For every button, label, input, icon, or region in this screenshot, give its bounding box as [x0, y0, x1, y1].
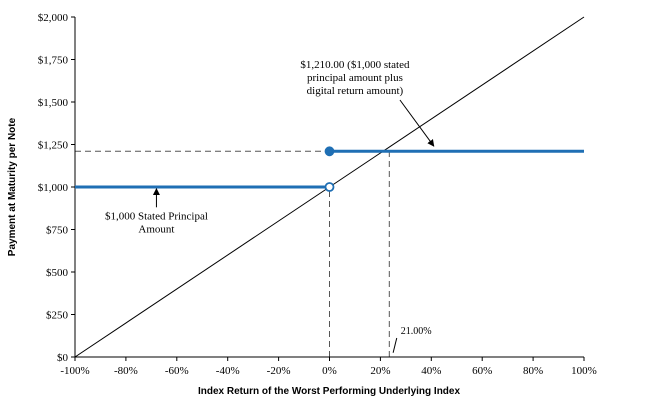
- annotation-text-line: 21.00%: [401, 326, 432, 337]
- reference-lines: [75, 150, 390, 357]
- x-tick-label: 0%: [322, 365, 337, 377]
- x-axis-title: Index Return of the Worst Performing Und…: [198, 386, 460, 397]
- y-tick-label: $500: [46, 267, 69, 279]
- annotation-text-line: principal amount plus: [307, 72, 403, 84]
- y-tick-label: $250: [46, 310, 69, 322]
- axes: [71, 16, 585, 361]
- x-tick-label: 100%: [571, 365, 597, 377]
- annotation-text-line: Amount: [138, 223, 174, 235]
- tick-labels: $0 $250 $500 $750 $1,000 $1,250 $1,500 $1,750 $2…: [38, 12, 597, 377]
- y-tick-label: $2,000: [38, 12, 69, 24]
- y-tick-label: $1,750: [38, 55, 69, 67]
- y-tick-label: $750: [46, 225, 69, 237]
- filled-circle-marker: [324, 146, 335, 157]
- annotation-text-line: $1,000 Stated Principal: [105, 210, 208, 222]
- x-tick-label: -60%: [165, 365, 189, 377]
- x-tick-label: 40%: [421, 365, 441, 377]
- x-tick-label: -100%: [60, 365, 89, 377]
- y-tick-label: $0: [57, 352, 69, 364]
- markers: [324, 146, 335, 192]
- annotation-arrow: [392, 337, 398, 353]
- annotation-arrow: [399, 99, 435, 147]
- y-tick-label: $1,000: [38, 182, 69, 194]
- y-axis-title: Payment at Maturity per Note: [7, 117, 18, 256]
- x-tick-label: 60%: [472, 365, 492, 377]
- open-circle-marker: [324, 182, 335, 192]
- x-tick-label: 20%: [370, 365, 390, 377]
- y-tick-label: $1,500: [38, 97, 69, 109]
- y-tick-label: $1,250: [38, 140, 69, 152]
- x-tick-label: -20%: [267, 365, 291, 377]
- x-tick-label: 80%: [523, 365, 543, 377]
- annotation-text-line: digital return amount): [307, 85, 404, 97]
- x-tick-label: -40%: [216, 365, 240, 377]
- annotation-text-line: $1,210.00 ($1,000 stated: [300, 59, 410, 71]
- x-tick-label: -80%: [114, 365, 138, 377]
